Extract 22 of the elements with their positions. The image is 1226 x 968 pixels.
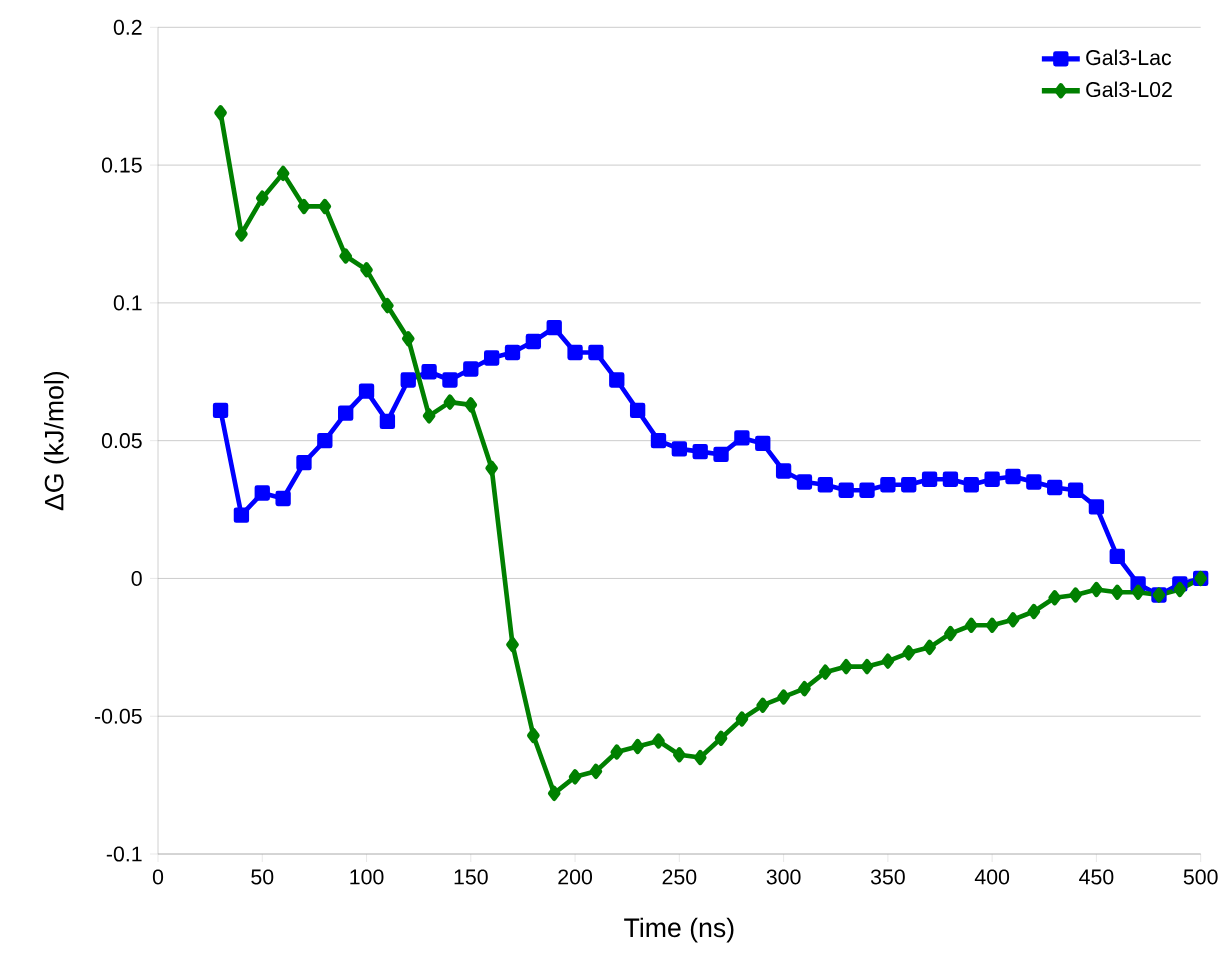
y-tick-label: 0.2 [113, 19, 142, 35]
y-tick-label: 0.15 [101, 157, 142, 173]
x-tick-label: 0 [152, 869, 164, 885]
legend-label: Gal3-Lac [1086, 49, 1172, 66]
y-tick-label: 0.05 [101, 433, 142, 449]
x-tick-label: 250 [662, 869, 697, 885]
x-tick-label: 50 [251, 869, 274, 885]
x-tick-label: 300 [766, 869, 801, 885]
legend-label: Gal3-L02 [1086, 81, 1172, 98]
x-tick-label: 400 [974, 869, 1010, 885]
y-tick-label: -0.1 [106, 846, 142, 862]
y-tick-label: 0 [131, 570, 142, 586]
y-axis-title: ΔG (kJ/mol) [44, 371, 69, 511]
x-tick-label: 350 [870, 869, 905, 885]
y-tick-label: -0.05 [94, 708, 142, 724]
x-tick-label: 200 [558, 869, 593, 885]
y-tick-label: 0.1 [113, 295, 142, 311]
x-tick-label: 450 [1079, 869, 1114, 885]
x-axis-title: Time (ns) [624, 917, 734, 943]
x-tick-label: 150 [454, 869, 488, 885]
x-tick-label: 500 [1183, 869, 1218, 885]
x-tick-label: 100 [350, 869, 384, 885]
